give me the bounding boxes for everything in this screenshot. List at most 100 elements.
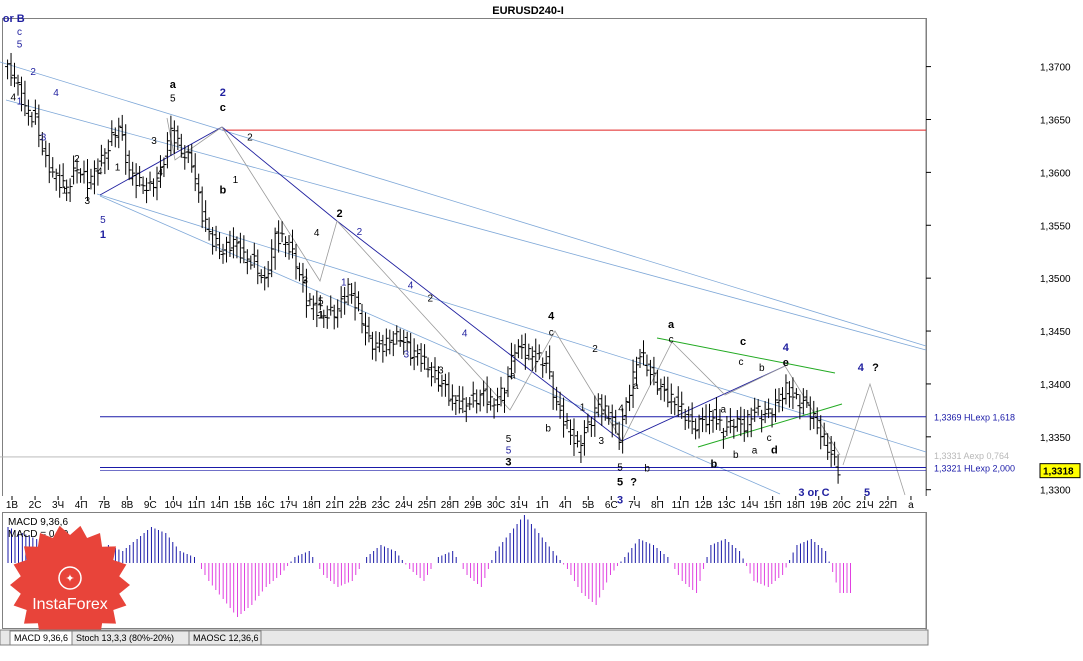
wave-label: b <box>545 424 551 435</box>
price-bar <box>682 408 688 430</box>
price-bar <box>564 412 570 430</box>
tab-macd[interactable]: MACD 9,36,6 <box>9 630 73 646</box>
price-bar <box>568 419 574 445</box>
instaforex-logo: ✦ InstaForex <box>10 525 130 645</box>
price-bar <box>192 153 198 192</box>
price-bar <box>244 249 250 275</box>
time-tick-label: a <box>908 500 914 511</box>
wave-label: 1 <box>341 278 347 289</box>
price-bar <box>828 435 834 467</box>
wave-label: 3 or C <box>798 487 829 499</box>
price-bar <box>599 394 605 426</box>
price-bar <box>196 173 202 203</box>
wave-label: 2 <box>337 208 343 220</box>
price-bar <box>574 431 580 448</box>
price-bar <box>675 386 681 417</box>
wave-label: 3 <box>438 365 444 376</box>
time-tick-label: 20C <box>833 500 851 511</box>
price-bar <box>366 316 372 343</box>
price-bar <box>637 348 643 368</box>
price-bar <box>171 120 177 155</box>
price-bar <box>425 357 431 378</box>
price-bar <box>91 160 97 195</box>
price-bar <box>220 243 226 264</box>
wave-label: 5 <box>17 40 23 51</box>
price-bar <box>554 386 560 411</box>
time-tick-label: 29B <box>464 500 482 511</box>
price-bar <box>616 421 622 450</box>
price-bar <box>449 384 455 411</box>
time-tick-label: 15П <box>763 500 781 511</box>
level-label: 1,3321 HLexp 2,000 <box>934 463 1015 473</box>
price-bar <box>50 157 56 178</box>
price-bar <box>331 304 337 330</box>
price-bar <box>481 380 487 407</box>
price-bar <box>793 388 799 400</box>
time-tick-label: 16C <box>256 500 274 511</box>
price-bar <box>22 80 28 117</box>
price-bar <box>307 292 313 307</box>
price-bar <box>84 159 90 202</box>
price-bar <box>251 242 257 268</box>
price-bar <box>53 168 59 191</box>
wave-label: 3 <box>404 349 410 360</box>
price-bar <box>418 343 424 372</box>
price-bar <box>217 232 223 260</box>
projection-line <box>842 382 906 496</box>
time-tick-label: 4П <box>75 500 88 511</box>
time-tick-label: 1B <box>6 500 19 511</box>
tab-stoch[interactable]: Stoch 13,3,3 (80%-20%) <box>71 630 190 646</box>
price-bar <box>651 356 657 386</box>
price-bar <box>227 230 233 257</box>
wave-label: b <box>759 363 765 374</box>
price-bar <box>759 409 765 433</box>
price-bar <box>182 145 188 170</box>
price-bar <box>88 168 94 190</box>
wave-label: c <box>738 357 743 368</box>
price-bar <box>356 291 362 312</box>
price-bar <box>491 397 497 419</box>
price-bar <box>783 374 789 405</box>
price-bar <box>175 125 181 151</box>
price-bar <box>18 76 24 112</box>
time-tick-label: 14П <box>210 500 228 511</box>
price-bar <box>800 388 806 415</box>
time-tick-label: 7Ч <box>628 500 640 511</box>
price-bar <box>821 422 827 446</box>
price-bar <box>12 62 18 88</box>
time-tick-label: 2C <box>29 500 42 511</box>
price-bar <box>672 397 678 416</box>
price-bar <box>321 309 327 328</box>
wave-label: 5 <box>170 94 176 105</box>
macd-value-label: MACD = 0,00 <box>8 529 69 540</box>
price-bar <box>116 117 122 149</box>
price-bars <box>5 52 841 484</box>
channel-outer-line <box>5 99 927 351</box>
price-bar <box>467 397 473 411</box>
price-bar <box>67 178 73 203</box>
wave-label: 3 <box>85 196 91 207</box>
wave-label: 4 <box>11 92 17 103</box>
price-tick-label: 1,3300 <box>1040 486 1071 497</box>
wave-label: a <box>752 446 758 457</box>
wave-label: 5 <box>617 476 623 488</box>
wave-label: 4 <box>53 88 59 99</box>
price-bar <box>644 354 650 377</box>
price-bar <box>463 397 469 423</box>
price-bar <box>300 262 306 293</box>
price-bar <box>314 290 320 328</box>
wave-label: 3 <box>41 133 47 144</box>
price-bar <box>373 331 379 362</box>
wave-label: 4 <box>462 328 468 339</box>
wave-label: 2 <box>30 67 36 78</box>
price-tick-label: 1,3550 <box>1040 221 1071 232</box>
tab-maosc[interactable]: MAOSC 12,36,6 <box>188 630 262 646</box>
price-bar <box>696 414 702 439</box>
wave-label: 2 <box>247 133 253 144</box>
price-bar <box>519 334 525 359</box>
time-tick-label: 10Ч <box>164 500 182 511</box>
wave-label: 1 <box>233 175 239 186</box>
price-bar <box>154 166 160 201</box>
current-price-box <box>1039 463 1081 479</box>
chart-title: EURUSD240-I <box>492 5 564 17</box>
